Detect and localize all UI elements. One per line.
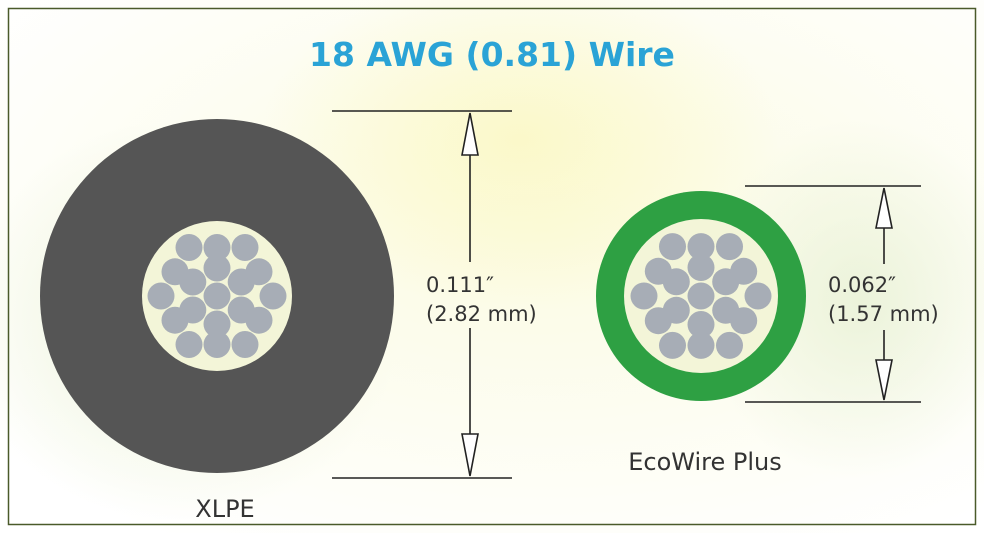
xlpe-label: XLPE bbox=[195, 495, 254, 523]
xlpe-strands bbox=[147, 234, 287, 358]
ecowire-label: EcoWire Plus bbox=[628, 448, 782, 476]
strand bbox=[245, 258, 273, 286]
xlpe-diameter-mm: (2.82 mm) bbox=[426, 302, 537, 326]
strand bbox=[203, 282, 231, 310]
strand bbox=[687, 254, 715, 281]
arrow-up-icon bbox=[461, 112, 479, 156]
ecowire-wire bbox=[596, 191, 806, 401]
strand bbox=[147, 282, 175, 310]
strand bbox=[203, 310, 231, 338]
ecowire-dimension bbox=[745, 185, 921, 403]
strand bbox=[630, 282, 658, 310]
arrow-up-icon bbox=[875, 187, 893, 229]
ecowire-diameter-inches: 0.062″ bbox=[828, 273, 896, 297]
strand bbox=[687, 282, 715, 310]
ecowire-strands bbox=[630, 233, 772, 359]
strand bbox=[744, 282, 772, 310]
strand bbox=[203, 254, 231, 282]
strand bbox=[644, 307, 672, 335]
strand bbox=[161, 306, 189, 334]
strand bbox=[231, 234, 259, 261]
background-glow bbox=[700, 120, 984, 480]
arrow-down-icon bbox=[875, 359, 893, 401]
strand bbox=[659, 233, 686, 261]
strand bbox=[259, 282, 287, 310]
arrow-down-icon bbox=[461, 433, 479, 477]
xlpe-dimension bbox=[332, 110, 512, 479]
strand bbox=[730, 307, 758, 335]
strand bbox=[687, 233, 715, 261]
strand bbox=[203, 331, 231, 358]
strand bbox=[175, 331, 203, 358]
frame-border bbox=[7, 7, 977, 526]
strand bbox=[203, 234, 231, 261]
strand bbox=[687, 311, 715, 338]
strand bbox=[687, 331, 715, 359]
strand bbox=[716, 331, 743, 359]
xlpe-wire bbox=[40, 119, 394, 473]
strand bbox=[730, 257, 758, 285]
xlpe-diameter-inches: 0.111″ bbox=[426, 273, 494, 297]
strand bbox=[659, 331, 686, 359]
strand bbox=[245, 306, 273, 334]
strand bbox=[161, 258, 189, 286]
strand bbox=[231, 331, 259, 358]
strand bbox=[644, 257, 672, 285]
diagram-title: 18 AWG (0.81) Wire bbox=[309, 35, 675, 74]
ecowire-diameter-mm: (1.57 mm) bbox=[828, 302, 939, 326]
strand bbox=[175, 234, 203, 261]
strand bbox=[716, 233, 743, 261]
